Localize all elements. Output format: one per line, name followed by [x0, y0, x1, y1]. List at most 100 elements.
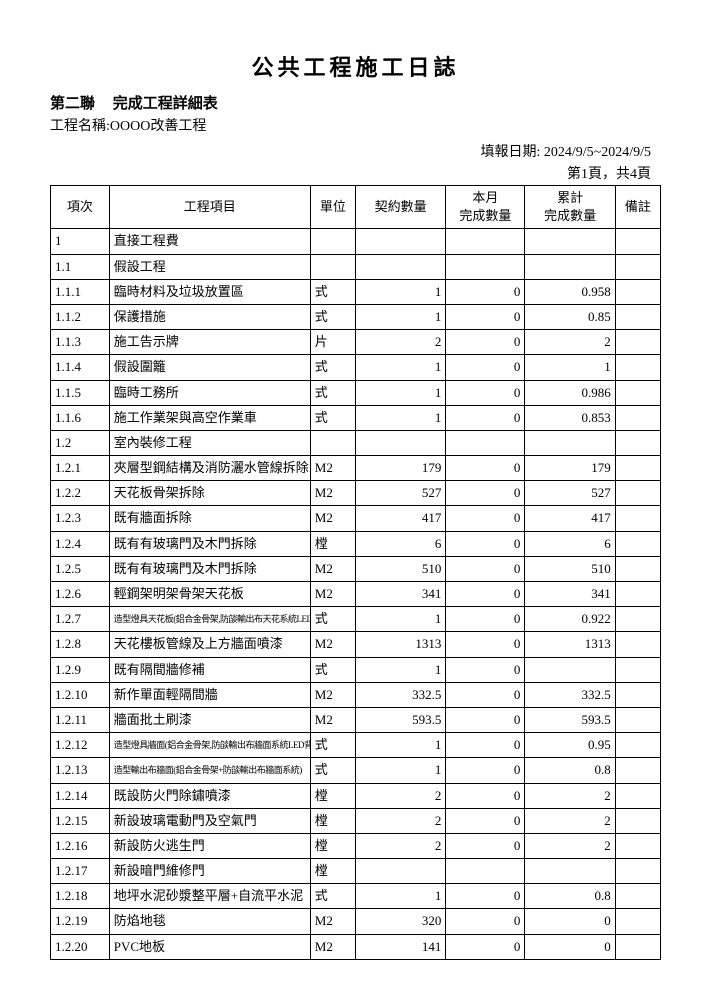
cell-cum: [525, 229, 615, 254]
report-date-row: 填報日期: 2024/9/5~2024/9/5: [50, 141, 661, 161]
cell-cum: 2: [525, 808, 615, 833]
cell-cum: 0.986: [525, 380, 615, 405]
cell-idx: 1.2: [51, 430, 110, 455]
table-row: 1.2.3既有牆面拆除M24170417: [51, 506, 661, 531]
th-qty: 契約數量: [355, 186, 445, 229]
cell-qty: [355, 859, 445, 884]
cell-cum: 527: [525, 481, 615, 506]
cell-unit: M2: [310, 481, 355, 506]
cell-idx: 1.2.12: [51, 733, 110, 758]
cell-cum: 332.5: [525, 682, 615, 707]
cell-note: [615, 405, 660, 430]
cell-qty: 1: [355, 758, 445, 783]
cell-qty: 1: [355, 607, 445, 632]
cell-qty: 2: [355, 833, 445, 858]
table-row: 1.2.2天花板骨架拆除M25270527: [51, 481, 661, 506]
cell-month: 0: [446, 556, 525, 581]
th-unit: 單位: [310, 186, 355, 229]
cell-unit: 式: [310, 405, 355, 430]
cell-item: 假設圍籬: [109, 355, 310, 380]
cell-cum: 2: [525, 783, 615, 808]
cell-note: [615, 657, 660, 682]
cell-note: [615, 279, 660, 304]
table-row: 1.1.3施工告示牌片202: [51, 330, 661, 355]
cell-idx: 1.2.14: [51, 783, 110, 808]
cell-note: [615, 380, 660, 405]
table-row: 1.2.7造型燈具天花板(鋁合金骨架,防燄輸出布天花系統LED背光式100.92…: [51, 607, 661, 632]
cell-qty: [355, 254, 445, 279]
cell-unit: 式: [310, 884, 355, 909]
cell-qty: 341: [355, 582, 445, 607]
cell-month: 0: [446, 758, 525, 783]
table-row: 1.2.11牆面批土刷漆M2593.50593.5: [51, 707, 661, 732]
cell-note: [615, 229, 660, 254]
cell-month: 0: [446, 607, 525, 632]
table-row: 1.2室內裝修工程: [51, 430, 661, 455]
th-idx: 項次: [51, 186, 110, 229]
table-head: 項次 工程項目 單位 契約數量 本月 完成數量 累計 完成數量 備註: [51, 186, 661, 229]
cell-item: 新作單面輕隔間牆: [109, 682, 310, 707]
cell-unit: [310, 254, 355, 279]
cell-unit: M2: [310, 506, 355, 531]
cell-unit: 式: [310, 304, 355, 329]
cell-month: 0: [446, 707, 525, 732]
cell-idx: 1.2.1: [51, 456, 110, 481]
cell-idx: 1.2.13: [51, 758, 110, 783]
cell-note: [615, 833, 660, 858]
cell-unit: M2: [310, 707, 355, 732]
cell-qty: 141: [355, 934, 445, 959]
cell-month: 0: [446, 934, 525, 959]
table-row: 1.1假設工程: [51, 254, 661, 279]
cell-note: [615, 758, 660, 783]
cell-note: [615, 582, 660, 607]
cell-item: 施工告示牌: [109, 330, 310, 355]
cell-item: 新設玻璃電動門及空氣門: [109, 808, 310, 833]
cell-unit: 式: [310, 657, 355, 682]
table-row: 1.2.16新設防火逃生門樘202: [51, 833, 661, 858]
cell-unit: [310, 430, 355, 455]
cell-cum: 179: [525, 456, 615, 481]
cell-month: 0: [446, 909, 525, 934]
cell-item: 夾層型鋼結構及消防灑水管線拆除: [109, 456, 310, 481]
document-title: 公共工程施工日誌: [50, 50, 661, 82]
cell-note: [615, 707, 660, 732]
cell-idx: 1.2.4: [51, 531, 110, 556]
cell-cum: [525, 430, 615, 455]
cell-cum: 0.8: [525, 758, 615, 783]
report-date-value: 2024/9/5~2024/9/5: [544, 145, 651, 160]
cell-unit: 式: [310, 607, 355, 632]
cell-cum: 0.922: [525, 607, 615, 632]
cell-idx: 1.1.1: [51, 279, 110, 304]
table-row: 1.2.9既有隔間牆修補式10: [51, 657, 661, 682]
cell-unit: 片: [310, 330, 355, 355]
cell-qty: 417: [355, 506, 445, 531]
cell-qty: 320: [355, 909, 445, 934]
cell-item: 既有有玻璃門及木門拆除: [109, 556, 310, 581]
cell-note: [615, 632, 660, 657]
table-body: 1直接工程費1.1假設工程1.1.1臨時材料及垃圾放置區式100.9581.1.…: [51, 229, 661, 959]
cell-unit: 式: [310, 355, 355, 380]
cell-unit: 式: [310, 279, 355, 304]
table-row: 1.2.19防焰地毯M232000: [51, 909, 661, 934]
cell-idx: 1.2.20: [51, 934, 110, 959]
cell-unit: 樘: [310, 859, 355, 884]
cell-note: [615, 859, 660, 884]
table-row: 1.1.5臨時工務所式100.986: [51, 380, 661, 405]
table-row: 1.2.4既有有玻璃門及木門拆除樘606: [51, 531, 661, 556]
cell-item: 直接工程費: [109, 229, 310, 254]
cell-item: 假設工程: [109, 254, 310, 279]
page-number: 第1頁，共4頁: [50, 163, 661, 183]
cell-item: 室內裝修工程: [109, 430, 310, 455]
th-note: 備註: [615, 186, 660, 229]
cell-item: 新設暗門維修門: [109, 859, 310, 884]
cell-month: 0: [446, 506, 525, 531]
cell-month: 0: [446, 582, 525, 607]
cell-cum: 1: [525, 355, 615, 380]
cell-cum: 0.853: [525, 405, 615, 430]
cell-qty: 2: [355, 783, 445, 808]
cell-item: 造型燈具牆面(鋁合金骨架,防燄輸出布牆面系統LED背光): [109, 733, 310, 758]
table-row: 1直接工程費: [51, 229, 661, 254]
cell-note: [615, 733, 660, 758]
cell-month: 0: [446, 682, 525, 707]
project-row: 工程名稱:OOOO改善工程: [50, 115, 661, 135]
